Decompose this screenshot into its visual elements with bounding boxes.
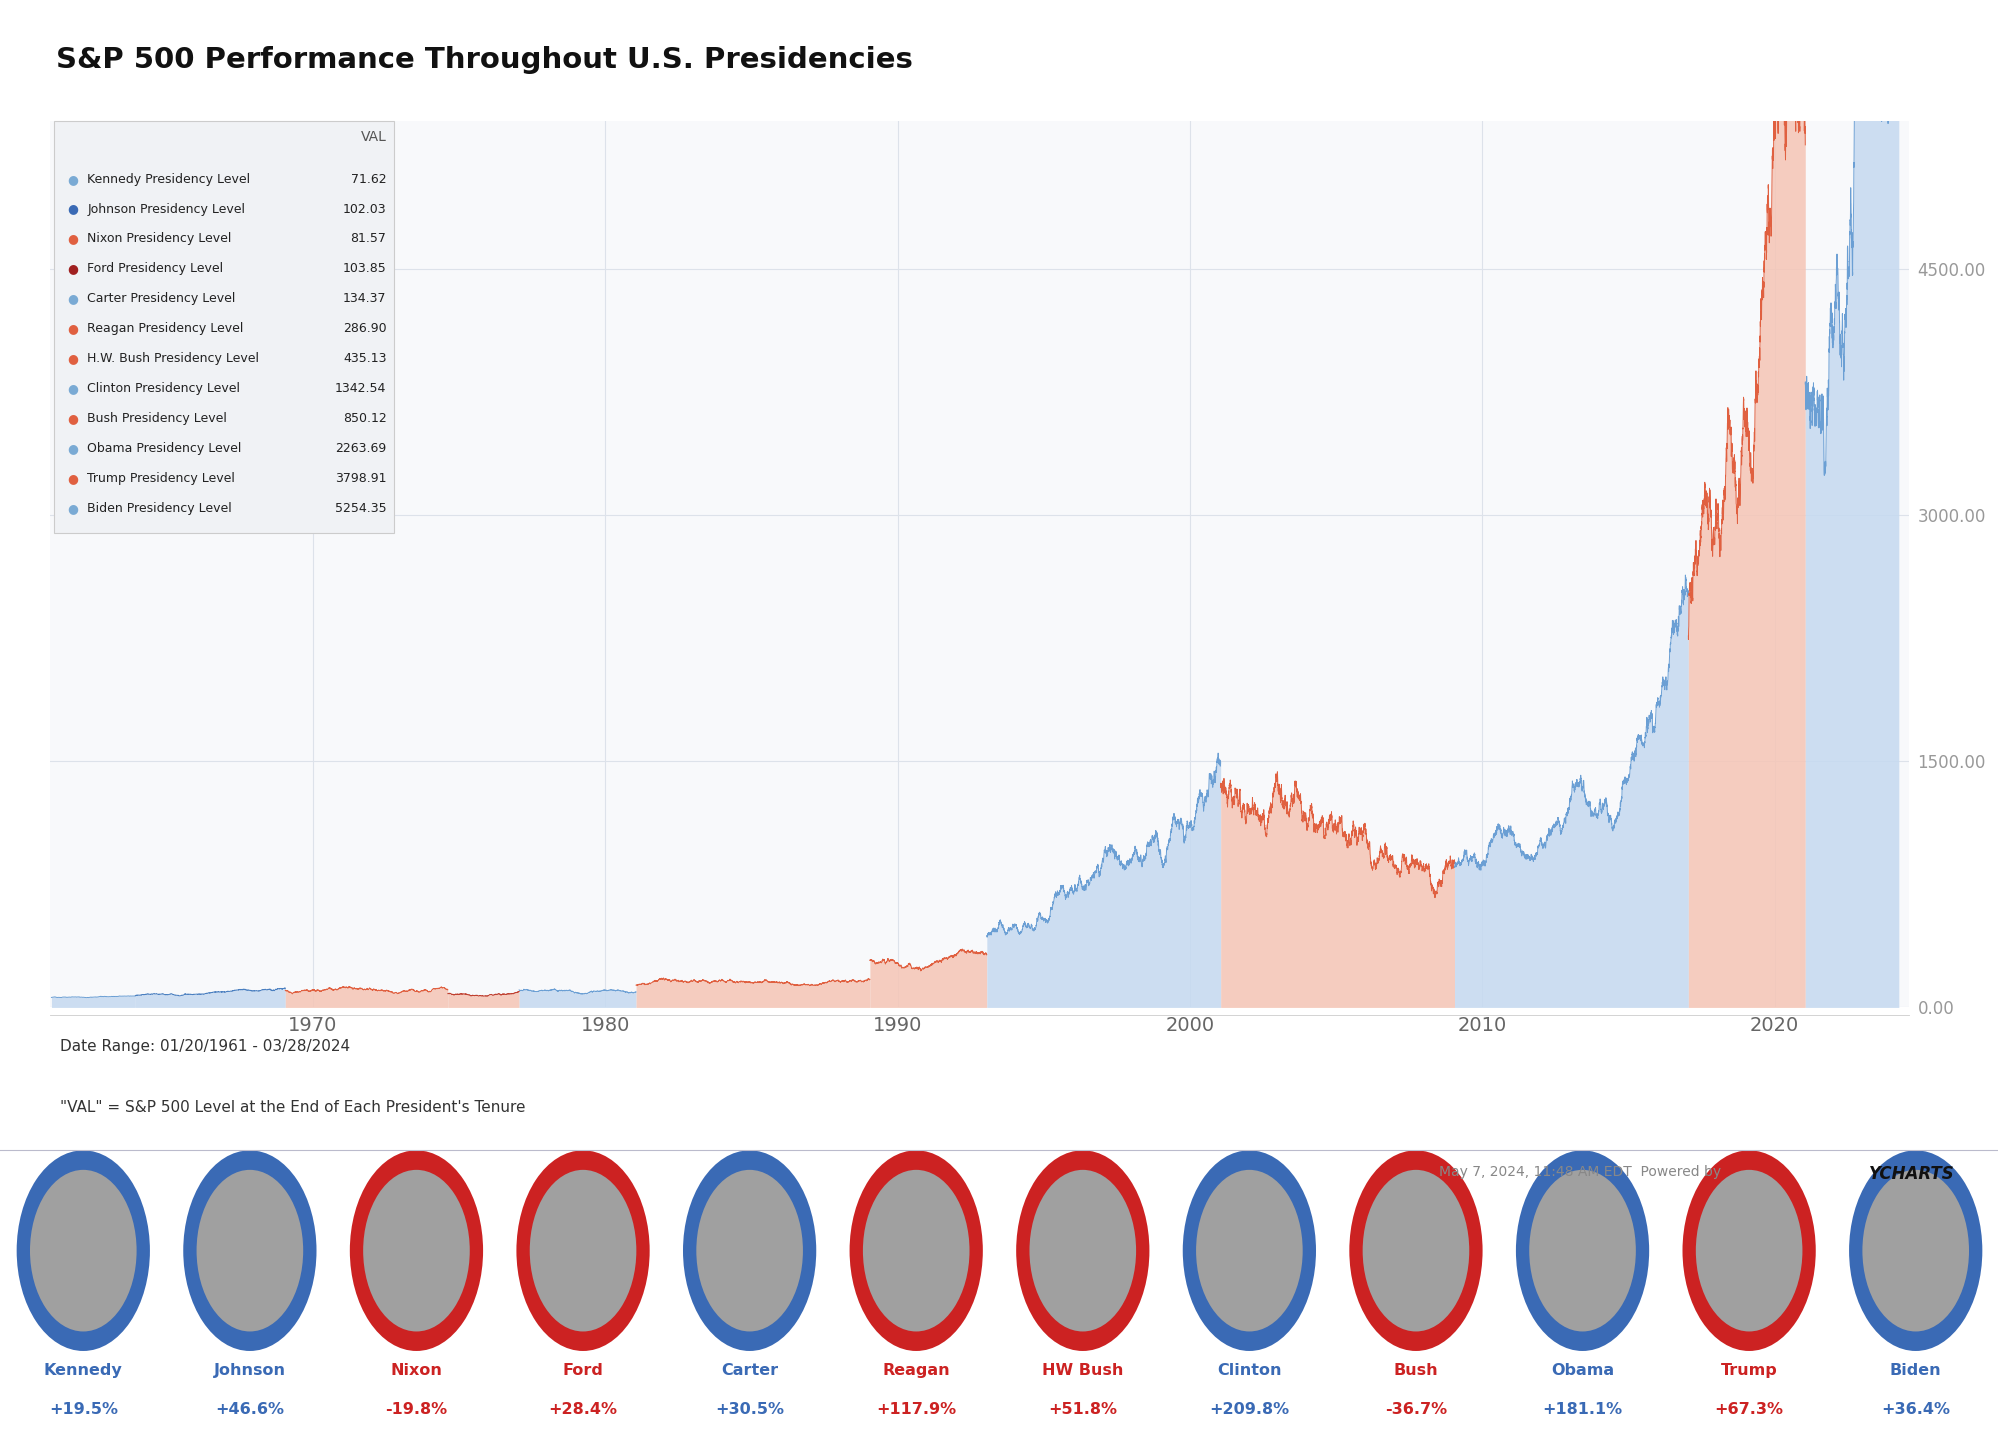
Ellipse shape [196, 1170, 304, 1332]
Text: Johnson: Johnson [214, 1363, 286, 1378]
Text: Obama: Obama [1550, 1363, 1612, 1378]
Text: ●: ● [66, 203, 78, 216]
Ellipse shape [695, 1170, 803, 1332]
Ellipse shape [30, 1170, 136, 1332]
Text: Bush Presidency Level: Bush Presidency Level [88, 412, 228, 424]
Text: +209.8%: +209.8% [1209, 1402, 1289, 1418]
Text: Biden Presidency Level: Biden Presidency Level [88, 502, 232, 514]
Text: ●: ● [66, 173, 78, 186]
Text: May 7, 2024, 11:48 AM EDT  Powered by: May 7, 2024, 11:48 AM EDT Powered by [1439, 1165, 1724, 1179]
Text: +28.4%: +28.4% [547, 1402, 617, 1418]
Ellipse shape [1694, 1170, 1802, 1332]
Text: 286.90: 286.90 [344, 322, 386, 336]
Text: 1342.54: 1342.54 [336, 382, 386, 394]
Text: Reagan Presidency Level: Reagan Presidency Level [88, 322, 244, 336]
Text: S&P 500 Performance Throughout U.S. Presidencies: S&P 500 Performance Throughout U.S. Pres… [56, 46, 913, 74]
Text: 81.57: 81.57 [350, 233, 386, 246]
Text: 103.85: 103.85 [342, 263, 386, 276]
Text: +117.9%: +117.9% [875, 1402, 955, 1418]
Text: ●: ● [66, 322, 78, 336]
Ellipse shape [849, 1150, 983, 1350]
Text: Nixon: Nixon [390, 1363, 442, 1378]
Text: 2263.69: 2263.69 [336, 442, 386, 454]
Text: 850.12: 850.12 [342, 412, 386, 424]
Text: Biden: Biden [1888, 1363, 1940, 1378]
Text: VAL: VAL [360, 130, 386, 144]
Text: Obama Presidency Level: Obama Presidency Level [88, 442, 242, 454]
Ellipse shape [1682, 1150, 1814, 1350]
Text: Kennedy: Kennedy [44, 1363, 122, 1378]
Text: YCHARTS: YCHARTS [1868, 1165, 1954, 1183]
Ellipse shape [1349, 1150, 1483, 1350]
Text: 71.62: 71.62 [352, 173, 386, 186]
Text: HW Bush: HW Bush [1041, 1363, 1123, 1378]
Ellipse shape [1848, 1150, 1982, 1350]
Text: Carter Presidency Level: Carter Presidency Level [88, 293, 236, 306]
Ellipse shape [1183, 1150, 1315, 1350]
Ellipse shape [1363, 1170, 1469, 1332]
Ellipse shape [1195, 1170, 1303, 1332]
Ellipse shape [1528, 1170, 1634, 1332]
Text: ●: ● [66, 382, 78, 394]
Text: Bush: Bush [1393, 1363, 1437, 1378]
Ellipse shape [350, 1150, 484, 1350]
Ellipse shape [515, 1150, 649, 1350]
Text: ●: ● [66, 352, 78, 364]
Text: "VAL" = S&P 500 Level at the End of Each President's Tenure: "VAL" = S&P 500 Level at the End of Each… [60, 1100, 525, 1115]
Text: ●: ● [66, 472, 78, 484]
Text: +51.8%: +51.8% [1047, 1402, 1117, 1418]
Text: +67.3%: +67.3% [1714, 1402, 1782, 1418]
Ellipse shape [364, 1170, 470, 1332]
Ellipse shape [529, 1170, 635, 1332]
Text: 435.13: 435.13 [344, 352, 386, 364]
Text: H.W. Bush Presidency Level: H.W. Bush Presidency Level [88, 352, 260, 364]
Ellipse shape [1015, 1150, 1149, 1350]
Text: -19.8%: -19.8% [386, 1402, 448, 1418]
Ellipse shape [1862, 1170, 1968, 1332]
Text: Trump: Trump [1720, 1363, 1776, 1378]
Text: Trump Presidency Level: Trump Presidency Level [88, 472, 236, 484]
Text: Reagan: Reagan [881, 1363, 949, 1378]
Ellipse shape [863, 1170, 969, 1332]
Ellipse shape [1029, 1170, 1135, 1332]
Text: 3798.91: 3798.91 [336, 472, 386, 484]
Text: ●: ● [66, 502, 78, 514]
Text: +46.6%: +46.6% [216, 1402, 284, 1418]
Text: ●: ● [66, 263, 78, 276]
Text: Carter: Carter [721, 1363, 777, 1378]
Ellipse shape [1514, 1150, 1648, 1350]
Bar [54, 121, 394, 533]
Text: +181.1%: +181.1% [1542, 1402, 1622, 1418]
Text: ●: ● [66, 293, 78, 306]
Text: -36.7%: -36.7% [1385, 1402, 1447, 1418]
Text: ●: ● [66, 233, 78, 246]
Ellipse shape [16, 1150, 150, 1350]
Text: Johnson Presidency Level: Johnson Presidency Level [88, 203, 246, 216]
Text: Kennedy Presidency Level: Kennedy Presidency Level [88, 173, 250, 186]
Ellipse shape [683, 1150, 815, 1350]
Text: 5254.35: 5254.35 [336, 502, 386, 514]
Text: +19.5%: +19.5% [48, 1402, 118, 1418]
Text: +36.4%: +36.4% [1880, 1402, 1950, 1418]
Text: Nixon Presidency Level: Nixon Presidency Level [88, 233, 232, 246]
Text: Ford: Ford [561, 1363, 603, 1378]
Text: Clinton: Clinton [1217, 1363, 1281, 1378]
Text: 134.37: 134.37 [344, 293, 386, 306]
Ellipse shape [184, 1150, 316, 1350]
Text: Clinton Presidency Level: Clinton Presidency Level [88, 382, 240, 394]
Text: 102.03: 102.03 [344, 203, 386, 216]
Text: Date Range: 01/20/1961 - 03/28/2024: Date Range: 01/20/1961 - 03/28/2024 [60, 1039, 350, 1053]
Text: ●: ● [66, 412, 78, 424]
Text: ●: ● [66, 442, 78, 454]
Text: +30.5%: +30.5% [715, 1402, 783, 1418]
Text: Ford Presidency Level: Ford Presidency Level [88, 263, 224, 276]
